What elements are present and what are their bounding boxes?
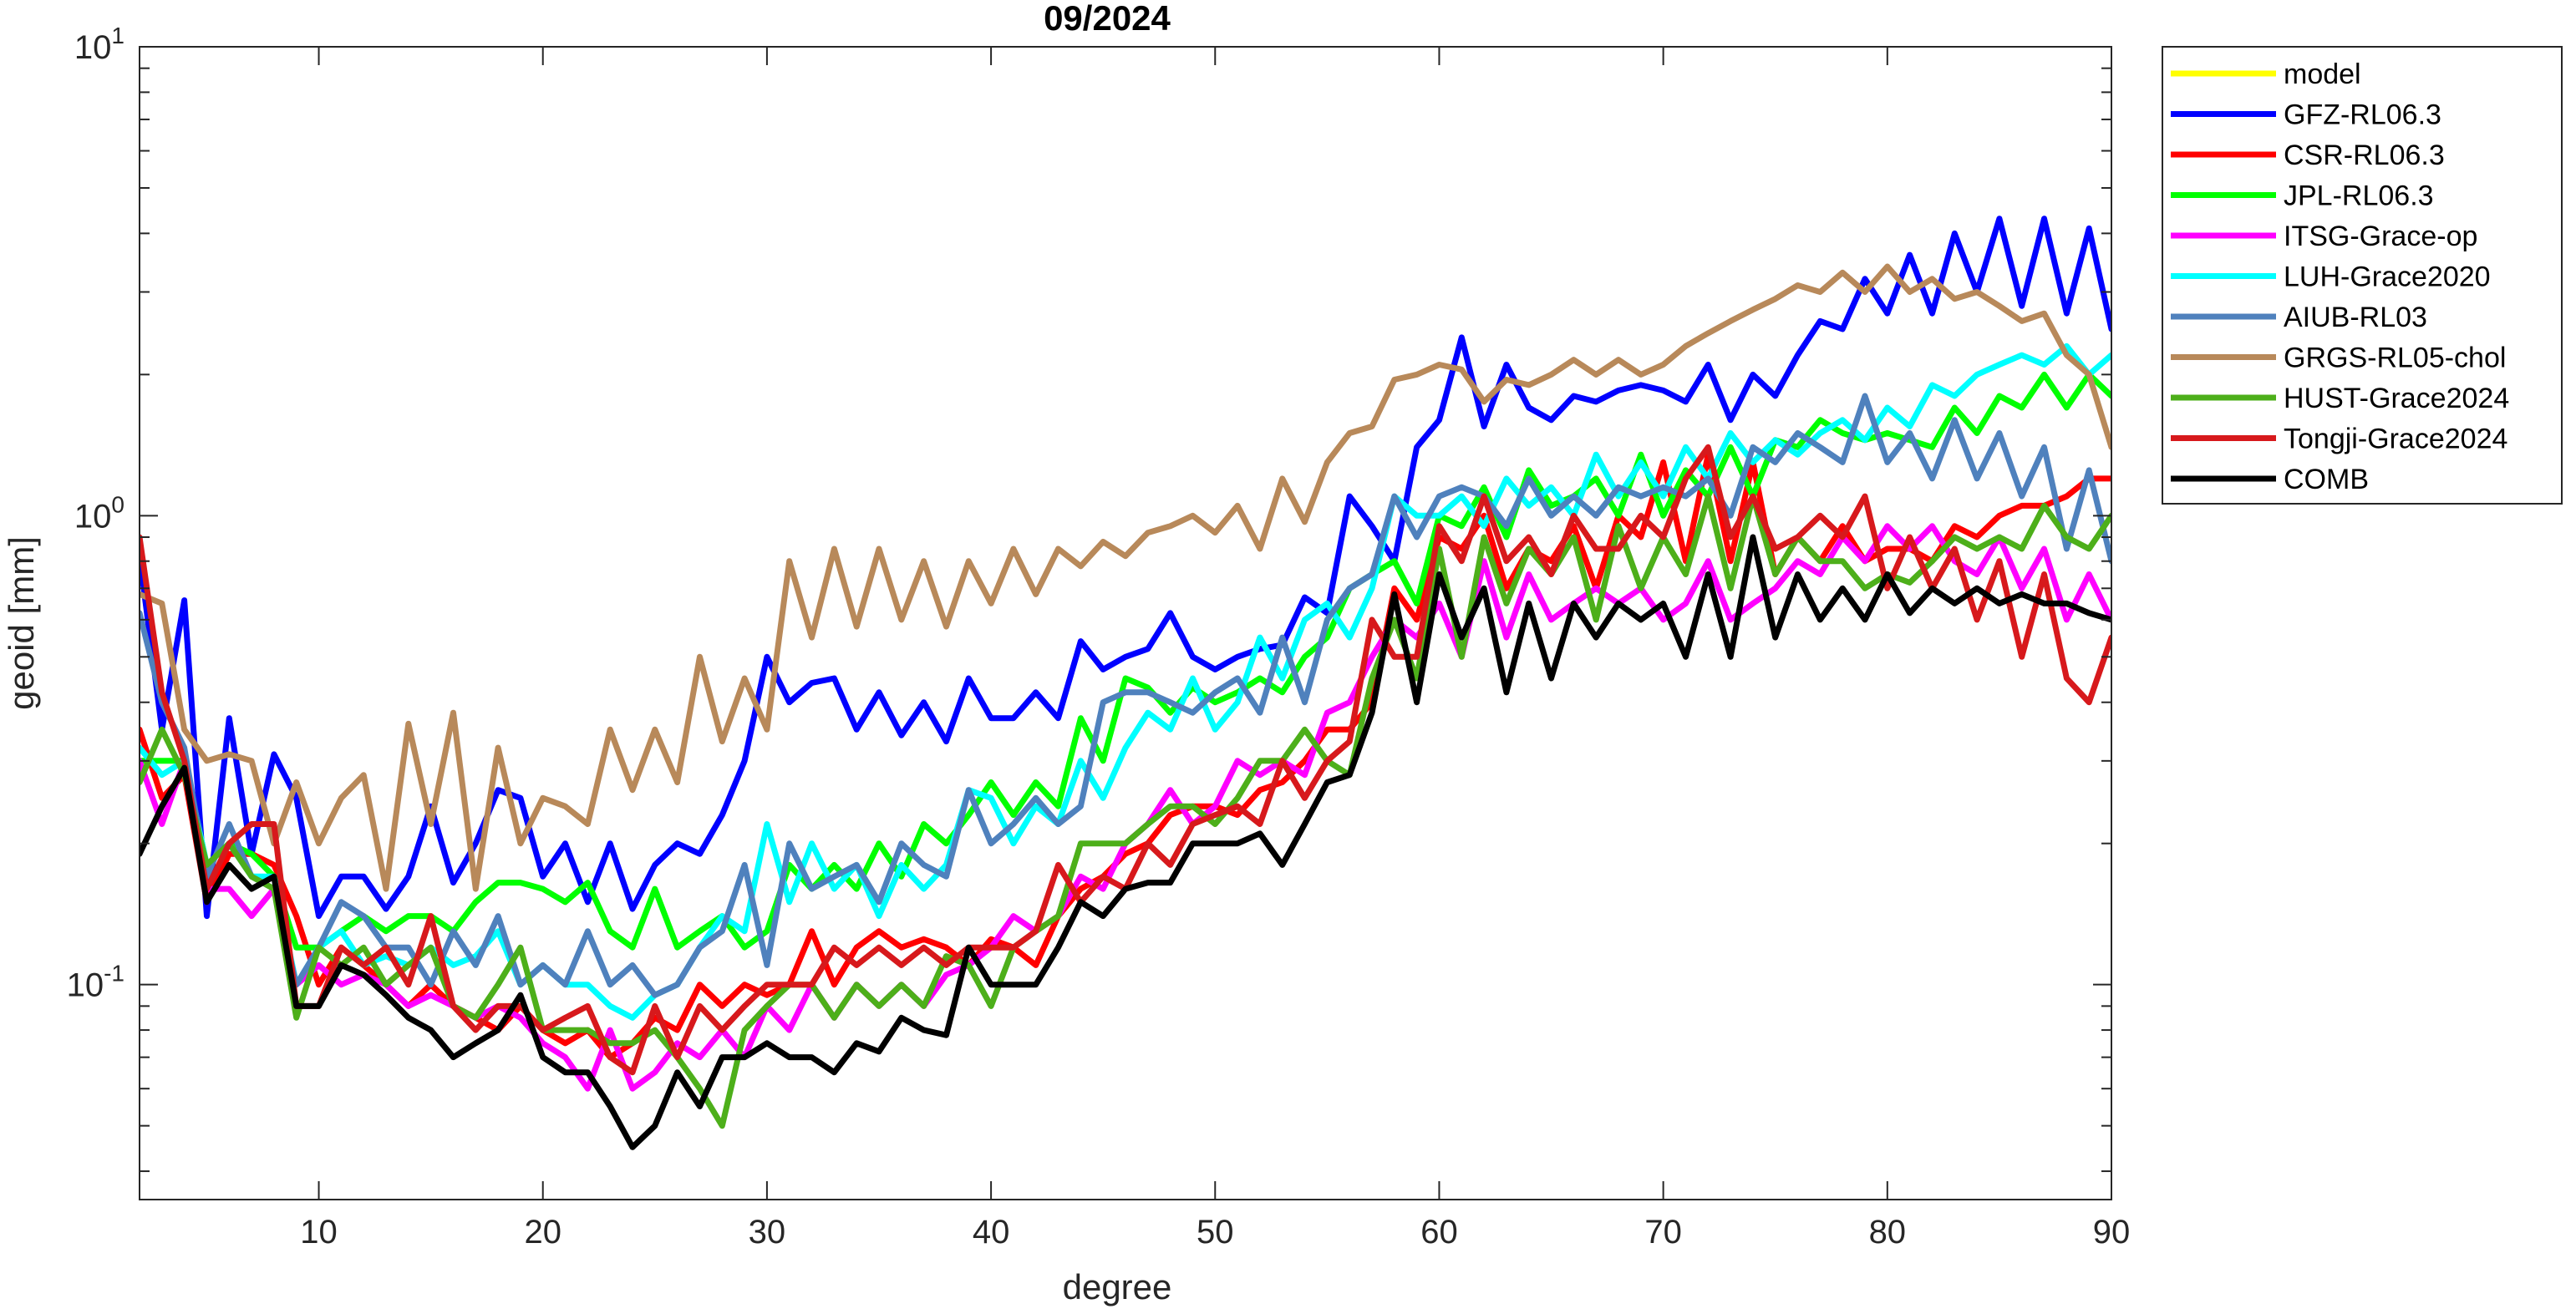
legend-label: Tongji-Grace2024	[2284, 424, 2507, 455]
series-line-luh-grace2020	[140, 342, 2111, 1021]
legend-label: HUST-Grace2024	[2284, 383, 2509, 414]
legend-label: LUH-Grace2020	[2284, 261, 2491, 293]
x-axis-label: degree	[1063, 1267, 1172, 1306]
legend-label: COMB	[2284, 464, 2369, 495]
plot-background	[140, 47, 2111, 1200]
legend-label: JPL-RL06.3	[2284, 180, 2434, 212]
legend: model GFZ-RL06.3 CSR-RL06.3 JPL-RL06.3 ITSG-…	[2162, 46, 2563, 505]
legend-label: GFZ-RL06.3	[2284, 99, 2441, 131]
x-tick-label: 40	[973, 1214, 1010, 1251]
series-line-gfz-rl06-3	[140, 216, 2111, 920]
chart-title: 09/2024	[1044, 0, 1171, 38]
x-tick-label: 50	[1197, 1214, 1234, 1251]
y-axis-label: geoid [mm]	[2, 536, 41, 710]
y-tick-label: 101	[74, 23, 124, 66]
x-tick-label: 60	[1420, 1214, 1458, 1251]
legend-label: CSR-RL06.3	[2284, 140, 2445, 171]
y-tick-labels: 10-1 100 101	[67, 23, 124, 1004]
legend-label: model	[2284, 58, 2361, 90]
series-line-aiub-rl03	[140, 393, 2111, 998]
y-tick-label: 10-1	[67, 961, 124, 1004]
x-tick-label: 30	[749, 1214, 786, 1251]
x-tick-label: 70	[1644, 1214, 1682, 1251]
axes-box	[139, 46, 2112, 1200]
series-layer	[140, 216, 2111, 1150]
y-tick-label: 100	[74, 491, 124, 535]
x-tick-label: 80	[1869, 1214, 1907, 1251]
legend-label: AIUB-RL03	[2284, 302, 2427, 333]
x-tick-labels: 10 20 30 40 50 60 70 80 90	[300, 1214, 2130, 1251]
x-tick-label: 90	[2093, 1214, 2131, 1251]
plot-area	[140, 47, 2111, 1200]
tick-layer	[140, 46, 2112, 1200]
series-line-comb	[140, 534, 2111, 1150]
x-tick-label: 10	[300, 1214, 338, 1251]
legend-label: ITSG-Grace-op	[2284, 221, 2477, 252]
legend-items: model GFZ-RL06.3 CSR-RL06.3 JPL-RL06.3 ITSG-…	[2171, 58, 2509, 495]
x-tick-label: 20	[524, 1214, 561, 1251]
series-line-hust-grace2024	[140, 493, 2111, 1129]
series-line-grgs-rl05-chol	[140, 263, 2111, 892]
legend-label: GRGS-RL05-chol	[2284, 342, 2506, 374]
